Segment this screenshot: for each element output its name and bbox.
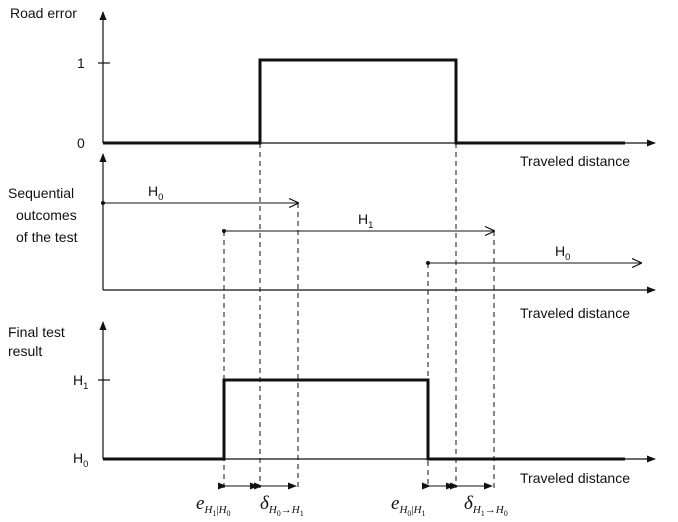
annotation-e-h0-h1: eH0|H1 xyxy=(391,493,426,518)
final-result-signal xyxy=(103,378,625,461)
sequential-xlabel: Traveled distance xyxy=(520,305,630,321)
annotation-delta-h1-h0: δH1→H0 xyxy=(464,493,508,518)
road-error-xlabel: Traveled distance xyxy=(520,153,630,169)
guide-lines xyxy=(223,143,495,488)
road-error-signal xyxy=(103,58,625,145)
sequential-arrow-1-label: H0 xyxy=(148,183,163,203)
road-error-tick-0-label: 0 xyxy=(77,135,85,151)
panel-road-error: Road error 1 0 Traveled distance xyxy=(10,5,656,169)
panel-sequential-outcomes: Sequential outcomes of the test Traveled… xyxy=(8,153,656,321)
sequential-arrow-3-label: H0 xyxy=(555,243,570,263)
annotation-delta-h0-h1: δH0→H1 xyxy=(260,493,304,518)
sequential-ylabel: Sequential outcomes of the test xyxy=(8,185,81,245)
annotation-e-h1-h0: eH1|H0 xyxy=(196,493,231,518)
road-error-ylabel: Road error xyxy=(10,5,77,21)
math-annotations: eH1|H0 δH0→H1 eH0|H1 δH1→H0 xyxy=(196,493,508,518)
sequential-arrow-2-label: H1 xyxy=(358,211,373,231)
final-ylabel: Final test result xyxy=(8,324,69,359)
panel-final-result: Final test result H1 H0 Traveled distanc… xyxy=(8,321,656,486)
road-error-tick-1-label: 1 xyxy=(77,55,85,71)
final-xlabel: Traveled distance xyxy=(520,470,630,486)
final-tick-h0-label: H0 xyxy=(73,450,88,470)
final-tick-h1-label: H1 xyxy=(73,372,88,392)
